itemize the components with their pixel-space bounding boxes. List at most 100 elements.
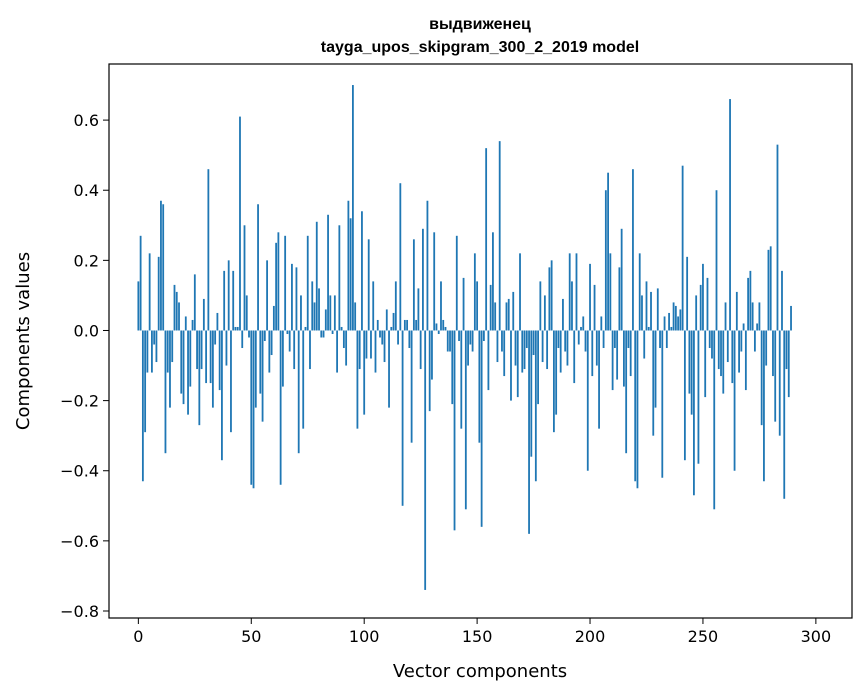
bar [532, 330, 535, 356]
bar [428, 330, 431, 412]
bar [665, 330, 668, 349]
bar [169, 330, 171, 408]
bar [451, 330, 454, 405]
bar [767, 249, 770, 331]
bar [661, 330, 664, 478]
bar [193, 274, 196, 331]
bar [184, 316, 187, 331]
bar [557, 330, 560, 349]
bar [674, 305, 677, 331]
bar [469, 330, 472, 345]
bar [756, 323, 759, 331]
bar [790, 305, 792, 331]
bar [740, 330, 743, 352]
bar [171, 330, 174, 363]
x-tick-label: 100 [349, 627, 380, 646]
bar [162, 204, 165, 331]
bar [573, 330, 576, 384]
bar [534, 330, 537, 482]
bar [300, 295, 302, 331]
plot-frame [108, 63, 853, 619]
bar [453, 330, 456, 531]
bar [717, 330, 720, 370]
bar [548, 267, 551, 331]
bar [783, 330, 786, 499]
bar [607, 172, 610, 331]
bar [175, 291, 178, 331]
bar [507, 298, 510, 331]
bar [304, 326, 307, 331]
bar [239, 116, 241, 331]
bar [376, 319, 379, 331]
bar [412, 239, 415, 331]
bar [670, 326, 673, 331]
bar [643, 330, 646, 359]
bar [259, 330, 262, 394]
bar [711, 330, 713, 359]
bar [625, 330, 628, 454]
bar [584, 330, 587, 352]
bar [523, 330, 526, 370]
bar [358, 330, 361, 370]
bar [318, 288, 320, 331]
bar [284, 235, 287, 331]
bar [659, 330, 661, 349]
bar [591, 330, 594, 377]
bar [652, 330, 655, 436]
bar [729, 99, 731, 331]
bar [397, 330, 399, 345]
bar [372, 281, 375, 331]
bar [315, 221, 318, 331]
bar [311, 281, 314, 331]
bar [196, 330, 198, 370]
bar [141, 330, 144, 482]
x-axis-ticks: 0 50 100 150 200 250 300 [133, 618, 831, 646]
bar [501, 330, 503, 352]
bar [785, 330, 788, 370]
bar [440, 281, 442, 331]
bar [498, 141, 501, 331]
bar [580, 326, 582, 331]
bar [342, 330, 345, 349]
bar [641, 295, 643, 331]
bar [207, 169, 210, 331]
bar [424, 330, 427, 590]
bar [383, 330, 386, 363]
bar [489, 284, 492, 331]
bar [297, 330, 300, 454]
bar [417, 288, 420, 331]
bar [473, 253, 476, 331]
bar [650, 291, 652, 331]
bar [733, 330, 736, 471]
bar [632, 169, 634, 331]
bar [160, 200, 162, 331]
bar [435, 323, 438, 331]
bar [464, 330, 467, 510]
bar [697, 330, 700, 464]
bar [480, 330, 483, 527]
bar [781, 270, 783, 331]
bar [616, 330, 619, 380]
bar [408, 330, 411, 349]
bar [476, 281, 479, 331]
bar [275, 242, 278, 331]
y-tick-label: 0.4 [74, 181, 99, 200]
bar [320, 330, 323, 338]
bar [230, 330, 232, 433]
y-axis-label: Components values [13, 252, 34, 430]
bar [302, 330, 305, 429]
bar [765, 330, 768, 366]
bar [706, 277, 709, 331]
bar [151, 330, 153, 373]
bar [164, 330, 167, 454]
bar [252, 330, 255, 489]
bar [552, 330, 555, 433]
bar [180, 330, 183, 394]
bar [559, 330, 562, 373]
bar [394, 281, 397, 331]
bar [189, 330, 192, 387]
bar [550, 260, 553, 331]
bar [731, 330, 734, 384]
bar [503, 330, 506, 377]
bar [751, 302, 754, 331]
